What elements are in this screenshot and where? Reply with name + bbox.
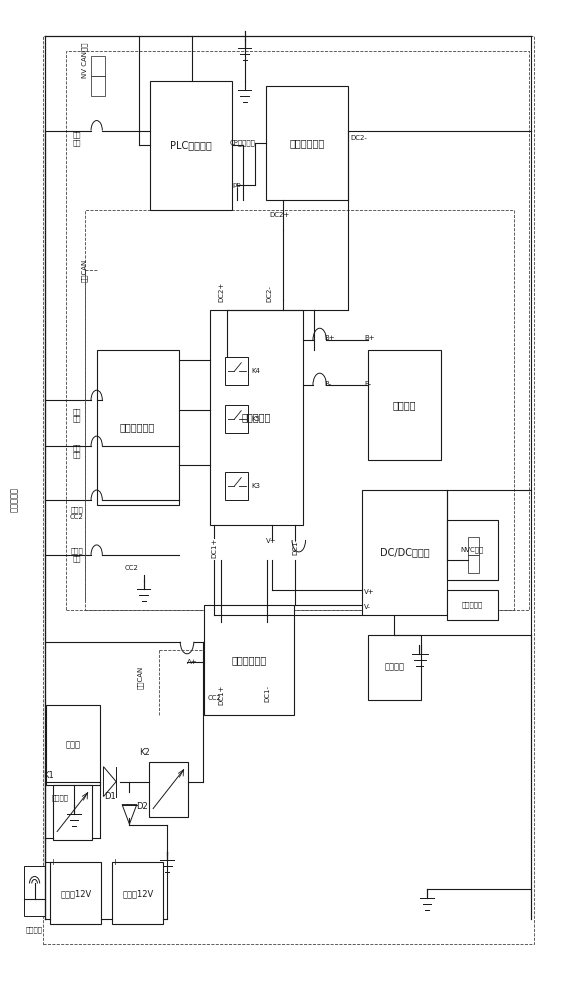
- Text: D1: D1: [104, 792, 116, 801]
- Text: DC2-: DC2-: [351, 135, 368, 141]
- Text: 动力电池: 动力电池: [393, 400, 416, 410]
- Bar: [447, 590, 498, 620]
- Text: K3: K3: [251, 483, 260, 489]
- Text: B+: B+: [365, 335, 375, 341]
- Bar: [85, 210, 514, 610]
- Bar: [149, 762, 188, 817]
- Bar: [225, 357, 248, 385]
- Text: 整车
驾身: 整车 驾身: [72, 444, 81, 458]
- Bar: [53, 785, 92, 840]
- Bar: [151, 81, 232, 210]
- Text: 充电CAN: 充电CAN: [138, 666, 144, 689]
- Text: 国标充电插座: 国标充电插座: [231, 655, 267, 665]
- Text: 电池管理系统: 电池管理系统: [120, 423, 155, 433]
- Text: B-: B-: [365, 381, 372, 387]
- Text: NV CAN总线: NV CAN总线: [81, 43, 88, 78]
- Text: DC2-: DC2-: [266, 285, 272, 302]
- Text: 整车驾驶室: 整车驾驶室: [461, 602, 483, 608]
- Text: CC2: CC2: [207, 695, 221, 701]
- Bar: [66, 51, 529, 610]
- Text: CC2: CC2: [125, 565, 139, 571]
- Text: DC/DC转换器: DC/DC转换器: [380, 547, 429, 557]
- Text: 蓄电池12V: 蓄电池12V: [122, 889, 153, 898]
- Bar: [50, 862, 101, 924]
- Text: B-: B-: [324, 381, 332, 387]
- Text: -: -: [95, 858, 98, 867]
- Bar: [43, 36, 534, 944]
- Bar: [113, 862, 164, 924]
- Bar: [225, 472, 248, 500]
- Bar: [468, 537, 479, 555]
- Text: 高压配电柜: 高压配电柜: [242, 413, 271, 423]
- Text: 充电枪座: 充电枪座: [52, 795, 68, 801]
- Text: V+: V+: [267, 538, 277, 544]
- Text: DC2+: DC2+: [218, 282, 224, 302]
- Bar: [91, 76, 105, 96]
- Polygon shape: [122, 805, 137, 824]
- Text: 整车
驾工: 整车 驾工: [72, 408, 81, 422]
- Text: NVC总线: NVC总线: [461, 547, 484, 553]
- Polygon shape: [104, 767, 116, 797]
- Text: +: +: [112, 858, 118, 867]
- Text: 蓄电池12V: 蓄电池12V: [60, 889, 92, 898]
- Text: 整车CAN: 整车CAN: [81, 259, 88, 282]
- Text: DC1+: DC1+: [211, 538, 217, 558]
- Bar: [362, 490, 447, 615]
- Text: DC1-: DC1-: [264, 685, 270, 702]
- Text: 工作电源: 工作电源: [384, 663, 405, 672]
- Text: PLC通信模块: PLC通信模块: [170, 140, 212, 150]
- Bar: [447, 520, 498, 580]
- Bar: [46, 705, 100, 785]
- Text: 行车档开关: 行车档开关: [10, 488, 19, 512]
- Bar: [209, 310, 303, 525]
- Text: K2: K2: [139, 748, 149, 757]
- Bar: [24, 866, 45, 916]
- Text: 充电枪
充电: 充电枪 充电: [71, 548, 83, 562]
- Bar: [225, 405, 248, 433]
- Bar: [368, 350, 441, 460]
- Text: 整车
驾工: 整车 驾工: [72, 131, 81, 146]
- Text: 充电枪: 充电枪: [65, 740, 80, 749]
- Text: K4: K4: [251, 368, 260, 374]
- Text: pp: pp: [232, 182, 241, 188]
- Text: V-: V-: [364, 604, 371, 610]
- Text: K5: K5: [251, 416, 260, 422]
- Text: 欧标充电插座: 欧标充电插座: [289, 138, 325, 148]
- Text: B+: B+: [324, 335, 335, 341]
- Bar: [368, 635, 421, 700]
- Text: V+: V+: [364, 589, 374, 595]
- Bar: [97, 350, 178, 505]
- Text: 充电枪
CC2: 充电枪 CC2: [70, 506, 84, 520]
- Bar: [91, 56, 105, 76]
- Text: -: -: [156, 858, 159, 867]
- Text: DC1+: DC1+: [218, 685, 224, 705]
- Text: 充电电容: 充电电容: [26, 926, 43, 933]
- Text: DC2+: DC2+: [269, 212, 290, 218]
- Text: CP检测电路: CP检测电路: [229, 139, 255, 146]
- Text: D2: D2: [136, 802, 148, 811]
- Text: +: +: [49, 858, 56, 867]
- Text: DC1-: DC1-: [293, 538, 298, 555]
- Text: A+: A+: [187, 659, 197, 665]
- Bar: [266, 86, 348, 200]
- Bar: [468, 555, 479, 573]
- Text: K1: K1: [43, 771, 54, 780]
- Bar: [204, 605, 294, 715]
